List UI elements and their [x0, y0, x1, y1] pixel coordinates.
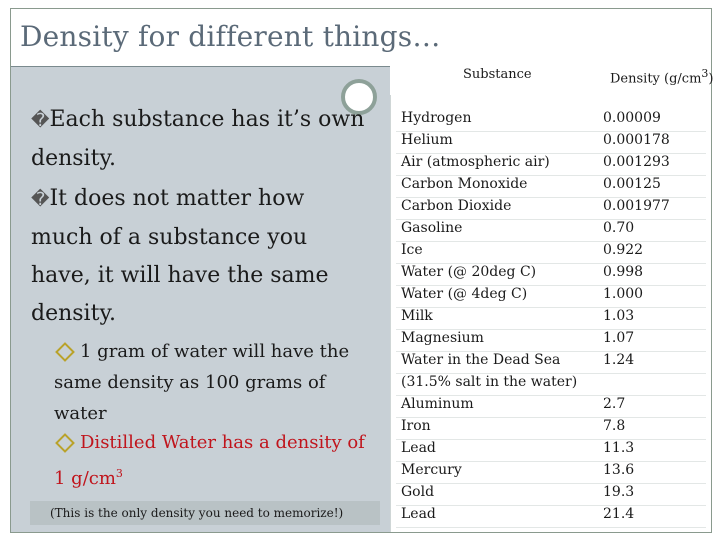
sub-bullet-distilled-water: Distilled Water has a density of 1 g/cm3	[54, 427, 374, 494]
density-value: 0.998	[603, 264, 644, 280]
density-value: 0.001977	[603, 198, 670, 214]
bullet-each-substance: �Each substance has it’s own density.	[31, 101, 371, 178]
bullet-does-not-matter: �It does not matter how much of a substa…	[31, 180, 371, 333]
density-value: 13.6	[603, 462, 635, 478]
table-row: Carbon Dioxide 0.001977	[396, 197, 706, 220]
table-row: Air (atmospheric air) 0.001293	[396, 153, 706, 176]
table-row: Aluminum 2.7	[396, 395, 706, 418]
substance-name: Milk	[401, 308, 433, 324]
substance-name: Water (@ 4deg C)	[401, 286, 528, 302]
density-value: 11.3	[603, 440, 635, 456]
density-value: 0.001293	[603, 154, 670, 170]
memorize-note-text: (This is the only density you need to me…	[50, 506, 344, 520]
substance-name: Carbon Monoxide	[401, 176, 528, 192]
table-row: Gold 19.3	[396, 483, 706, 506]
substance-name: Gold	[401, 484, 435, 500]
table-row: (31.5% salt in the water)	[396, 373, 706, 396]
table-separator	[390, 95, 391, 532]
table-row: Water (@ 20deg C) 0.998	[396, 263, 706, 286]
diamond-bullet-icon	[55, 433, 75, 453]
table-row: Iron 7.8	[396, 417, 706, 440]
substance-name: Air (atmospheric air)	[401, 154, 550, 170]
slide-title: Density for different things…	[20, 20, 441, 53]
bullet-text: It does not matter how much of a substan…	[31, 186, 329, 326]
superscript-3: 3	[115, 467, 123, 480]
density-value: 0.000178	[603, 132, 670, 148]
sub-bullet-text: Distilled Water has a density of 1 g/cm	[54, 432, 365, 489]
density-value: 2.7	[603, 396, 626, 412]
density-value: 1.03	[603, 308, 635, 324]
left-content-panel	[11, 67, 390, 532]
header-superscript-3: 3	[701, 67, 709, 80]
slide-frame	[10, 8, 712, 533]
table-row: Ice 0.922	[396, 241, 706, 264]
substance-name: Carbon Dioxide	[401, 198, 512, 214]
density-value: 0.70	[603, 220, 635, 236]
density-value: 0.00125	[603, 176, 661, 192]
substance-name: Magnesium	[401, 330, 484, 346]
diamond-bullet-icon	[55, 342, 75, 362]
bullet-marker-icon: �	[31, 189, 50, 210]
column-header-substance: Substance	[463, 67, 532, 82]
sub-bullet-text: 1 gram of water will have the same densi…	[54, 341, 350, 424]
substance-name: Gasoline	[401, 220, 463, 236]
header-density-text: Density (g/cm	[610, 71, 702, 87]
substance-name: Ice	[401, 242, 423, 258]
density-value: 21.4	[603, 506, 635, 522]
table-row: Lead 21.4	[396, 505, 706, 528]
table-row: Lead 11.3	[396, 439, 706, 462]
substance-name: Mercury	[401, 462, 462, 478]
substance-name: Helium	[401, 132, 453, 148]
substance-name: Lead	[401, 506, 436, 522]
bullet-marker-icon: �	[31, 110, 50, 131]
substance-name: Hydrogen	[401, 110, 472, 126]
density-table: Hydrogen 0.00009 Helium 0.000178 Air (atmosp…	[396, 109, 706, 528]
substance-name: Lead	[401, 440, 436, 456]
substance-name: Water (@ 20deg C)	[401, 264, 537, 280]
bullet-text: Each substance has it’s own density.	[31, 107, 365, 171]
density-value: 0.00009	[603, 110, 661, 126]
density-value: 1.07	[603, 330, 635, 346]
table-row: Water in the Dead Sea 1.24	[396, 351, 706, 374]
decorative-ring-icon	[341, 79, 377, 115]
table-row: Gasoline 0.70	[396, 219, 706, 242]
substance-name: Water in the Dead Sea	[401, 352, 561, 368]
density-value: 1.000	[603, 286, 644, 302]
density-value: 7.8	[603, 418, 626, 434]
substance-name: (31.5% salt in the water)	[401, 374, 578, 390]
sub-bullet-water-grams: 1 gram of water will have the same densi…	[54, 336, 374, 429]
table-row: Mercury 13.6	[396, 461, 706, 484]
divider-rule	[11, 66, 390, 67]
memorize-note: (This is the only density you need to me…	[30, 501, 380, 525]
table-row: Hydrogen 0.00009	[396, 109, 706, 132]
substance-name: Aluminum	[401, 396, 474, 412]
table-row: Carbon Monoxide 0.00125	[396, 175, 706, 198]
table-row: Water (@ 4deg C) 1.000	[396, 285, 706, 308]
column-header-density: Density (g/cm3)	[610, 67, 713, 86]
density-value: 0.922	[603, 242, 644, 258]
substance-name: Iron	[401, 418, 431, 434]
header-close-paren: )	[708, 71, 714, 87]
density-value: 1.24	[603, 352, 635, 368]
table-row: Milk 1.03	[396, 307, 706, 330]
table-row: Helium 0.000178	[396, 131, 706, 154]
density-value: 19.3	[603, 484, 635, 500]
table-row: Magnesium 1.07	[396, 329, 706, 352]
